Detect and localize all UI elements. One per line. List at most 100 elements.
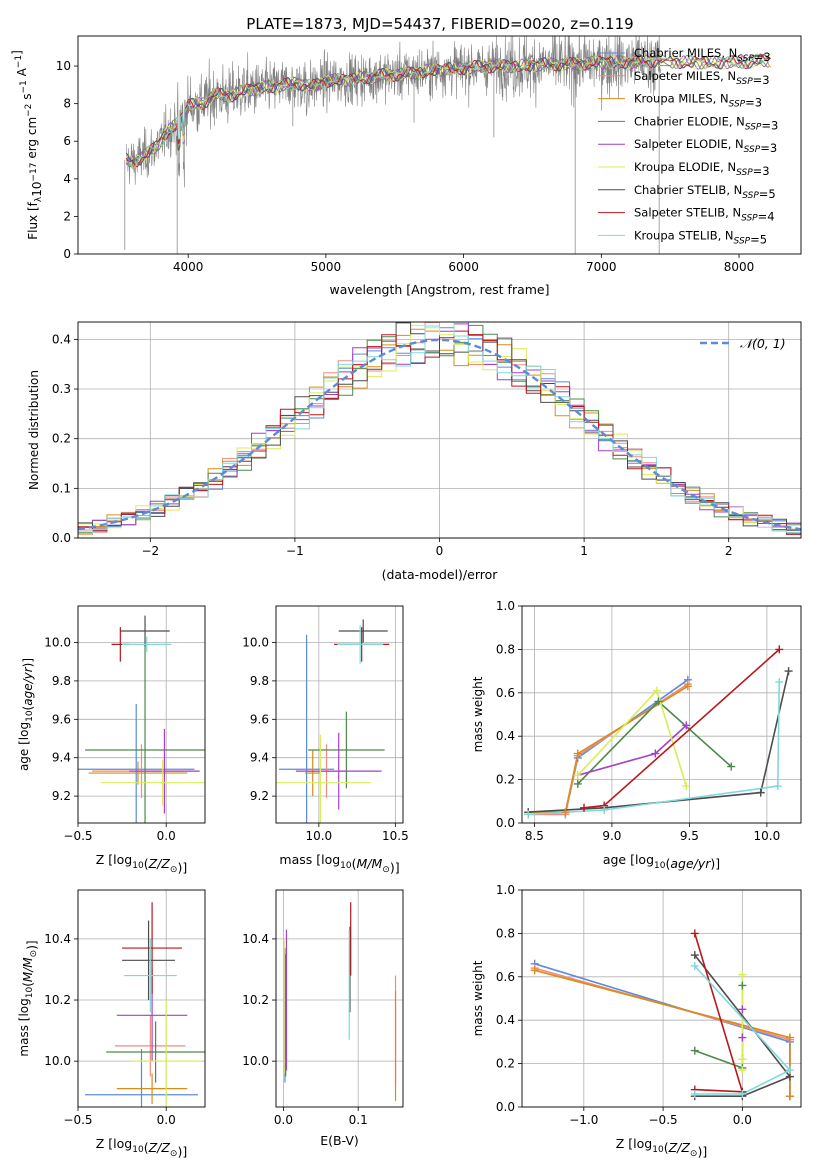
- legend-entry: Chabrier MILES, NSSP=3: [634, 46, 771, 64]
- plot-area: [124, 36, 772, 254]
- y-tick-label: 0.2: [496, 773, 515, 787]
- point-marker: [738, 981, 747, 990]
- legend-entry: Chabrier STELIB, NSSP=5: [634, 183, 776, 201]
- x-tick-label: 0.0: [157, 1113, 176, 1127]
- model-line-salpeter-stelib: [125, 53, 772, 168]
- y-tick-label: 0.0: [496, 1100, 515, 1114]
- point-marker: [738, 1005, 747, 1014]
- x-tick-label: 9.5: [680, 829, 699, 843]
- point-marker: [530, 966, 539, 975]
- point-marker: [738, 1066, 747, 1075]
- y-tick-label: 9.8: [250, 674, 269, 688]
- point-marker: [756, 788, 765, 797]
- point-marker: [573, 771, 582, 780]
- y-axis-label: mass weight: [471, 960, 485, 1036]
- y-tick-label: 0.0: [496, 816, 515, 830]
- series-chabrier-stelib: [528, 670, 790, 813]
- y-tick-label: 9.2: [250, 789, 269, 803]
- y-axis-label: Normed distribution: [27, 370, 41, 490]
- series-kroupa-stelib: [694, 965, 792, 1095]
- data-spectrum: [125, 36, 661, 188]
- plot-area: [276, 619, 390, 823]
- panel-mass-vs-z: −0.5 0.0 10.0 10.2 10.4 Z [log10(Z/Z⊙)] mass […: [17, 889, 206, 1159]
- point-marker: [652, 686, 661, 695]
- point-marker: [784, 667, 793, 676]
- y-tick-label: 0.3: [52, 382, 71, 396]
- point-marker: [785, 1033, 794, 1042]
- series-kroupa-miles: [528, 685, 689, 813]
- point-marker: [600, 805, 609, 814]
- x-tick-label: 0.0: [157, 829, 176, 843]
- legend-entry: Salpeter STELIB, NSSP=4: [634, 206, 775, 224]
- y-tick-label: 1.0: [496, 599, 515, 613]
- point-marker: [775, 677, 784, 686]
- y-tick-label: 9.4: [52, 751, 71, 765]
- x-axis-label: age [log10(age/yr)]: [603, 852, 720, 871]
- y-tick-label: 10.0: [44, 635, 71, 649]
- legend-entry: Kroupa MILES, NSSP=3: [634, 92, 762, 110]
- x-tick-label: −1: [286, 544, 304, 558]
- point-marker: [738, 1089, 747, 1098]
- axes-frame: [275, 605, 404, 824]
- panel-age-vs-z: −0.5 0.0 9.2 9.4 9.6 9.8 10.0 Z [log10(Z/Z⊙)] ag…: [17, 605, 206, 875]
- point-marker: [690, 929, 699, 938]
- y-tick-label: 0.2: [52, 432, 71, 446]
- point-marker: [654, 697, 663, 706]
- histogram-kroupa-stelib: [78, 322, 801, 534]
- y-tick-label: 9.6: [52, 712, 71, 726]
- point-marker: [524, 810, 533, 819]
- model-line-salpeter-elodie: [126, 54, 770, 165]
- x-tick-label: 0: [436, 544, 444, 558]
- y-tick-label: 10.2: [44, 993, 71, 1007]
- y-tick-label: 0.8: [496, 926, 515, 940]
- y-tick-label: 1.0: [496, 883, 515, 897]
- legend-entry: Kroupa STELIB, NSSP=5: [634, 228, 767, 246]
- x-axis-label: E(B-V): [320, 1133, 359, 1148]
- y-tick-label: 0.6: [496, 686, 515, 700]
- legend-entry: 𝒩(0, 1): [740, 336, 786, 351]
- x-axis-label: Z [log10(Z/Z⊙)]: [616, 1136, 707, 1159]
- point-marker: [682, 782, 691, 791]
- y-tick-label: 10.0: [242, 1054, 269, 1068]
- x-tick-label: −0.5: [63, 1113, 92, 1127]
- point-marker: [775, 645, 784, 654]
- y-tick-label: 10.0: [44, 1054, 71, 1068]
- x-tick-label: 9.0: [602, 829, 621, 843]
- y-tick-label: 0.4: [496, 729, 515, 743]
- x-tick-label: 10.0: [305, 829, 332, 843]
- y-tick-label: 9.6: [250, 712, 269, 726]
- x-tick-label: 8000: [724, 260, 755, 274]
- x-tick-label: 5000: [311, 260, 342, 274]
- x-tick-label: −1.0: [569, 1113, 598, 1127]
- legend-entry: Chabrier ELODIE, NSSP=3: [634, 114, 778, 132]
- panel-residuals: −2 −1 0 1 2 0.0 0.1 0.2 0.3 0.4 (data-model)/error…: [27, 321, 802, 582]
- y-tick-label: 10: [56, 59, 71, 73]
- normal-curve: [78, 338, 801, 531]
- point-marker: [690, 951, 699, 960]
- point-marker: [690, 1089, 699, 1098]
- x-tick-label: 7000: [586, 260, 617, 274]
- y-tick-label: 0.0: [52, 531, 71, 545]
- y-tick-label: 10.4: [242, 932, 269, 946]
- point-marker: [738, 1033, 747, 1042]
- y-tick-label: 9.4: [250, 751, 269, 765]
- x-tick-label: −0.5: [649, 1113, 678, 1127]
- y-tick-label: 4: [63, 172, 71, 186]
- x-axis-label: Z [log10(Z/Z⊙)]: [96, 852, 187, 875]
- y-tick-label: 9.8: [52, 674, 71, 688]
- y-tick-label: 6: [63, 134, 71, 148]
- plot-area: [283, 902, 397, 1101]
- axes-frame: [77, 321, 802, 539]
- legend-entry: Salpeter MILES, NSSP=3: [634, 69, 770, 87]
- x-tick-label: 2: [725, 544, 733, 558]
- y-tick-label: 0.4: [52, 332, 71, 346]
- y-tick-label: 10.4: [44, 932, 71, 946]
- x-tick-label: −2: [141, 544, 159, 558]
- y-axis-label: mass [log10(M/M⊙)]: [17, 940, 39, 1056]
- panel-age-vs-mass: 10.0 10.5 9.2 9.4 9.6 9.8 10.0 mass [log10(M/M⊙…: [242, 605, 409, 875]
- point-marker: [690, 961, 699, 970]
- x-tick-label: 0.0: [733, 1113, 752, 1127]
- axes-frame: [77, 605, 206, 824]
- x-tick-label: 4000: [173, 260, 204, 274]
- y-axis-label: Flux [fλ10−17 erg cm−2 s−1 A−1]: [10, 50, 44, 240]
